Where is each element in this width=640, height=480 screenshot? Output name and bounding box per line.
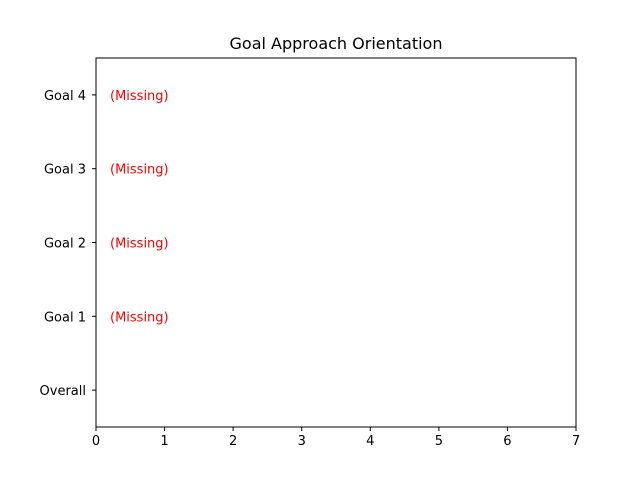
- y-tick-label: Goal 2: [44, 237, 86, 252]
- x-tick-label: 2: [229, 434, 237, 449]
- x-tick-label: 6: [503, 434, 511, 449]
- ticks-layer: 0 1 2 3 4 5 6 7 Overall Goal 1 Goal 2 Goal 3 Goal 4: [40, 89, 581, 449]
- x-tick-label: 1: [160, 434, 168, 449]
- missing-annotation: (Missing): [110, 310, 169, 325]
- chart-title: Goal Approach Orientation: [230, 34, 443, 53]
- missing-annotation: (Missing): [110, 237, 169, 252]
- x-tick-label: 0: [92, 434, 100, 449]
- y-tick-label: Overall: [40, 384, 86, 399]
- y-tick-label: Goal 1: [44, 310, 86, 325]
- x-tick-label: 5: [435, 434, 443, 449]
- missing-annotation: (Missing): [110, 89, 169, 104]
- x-tick-label: 4: [366, 434, 374, 449]
- y-tick-label: Goal 4: [44, 89, 86, 104]
- annotations-layer: (Missing) (Missing) (Missing) (Missing): [110, 89, 169, 325]
- x-tick-label: 7: [572, 434, 580, 449]
- y-tick-label: Goal 3: [44, 163, 86, 178]
- missing-annotation: (Missing): [110, 163, 169, 178]
- x-tick-label: 3: [298, 434, 306, 449]
